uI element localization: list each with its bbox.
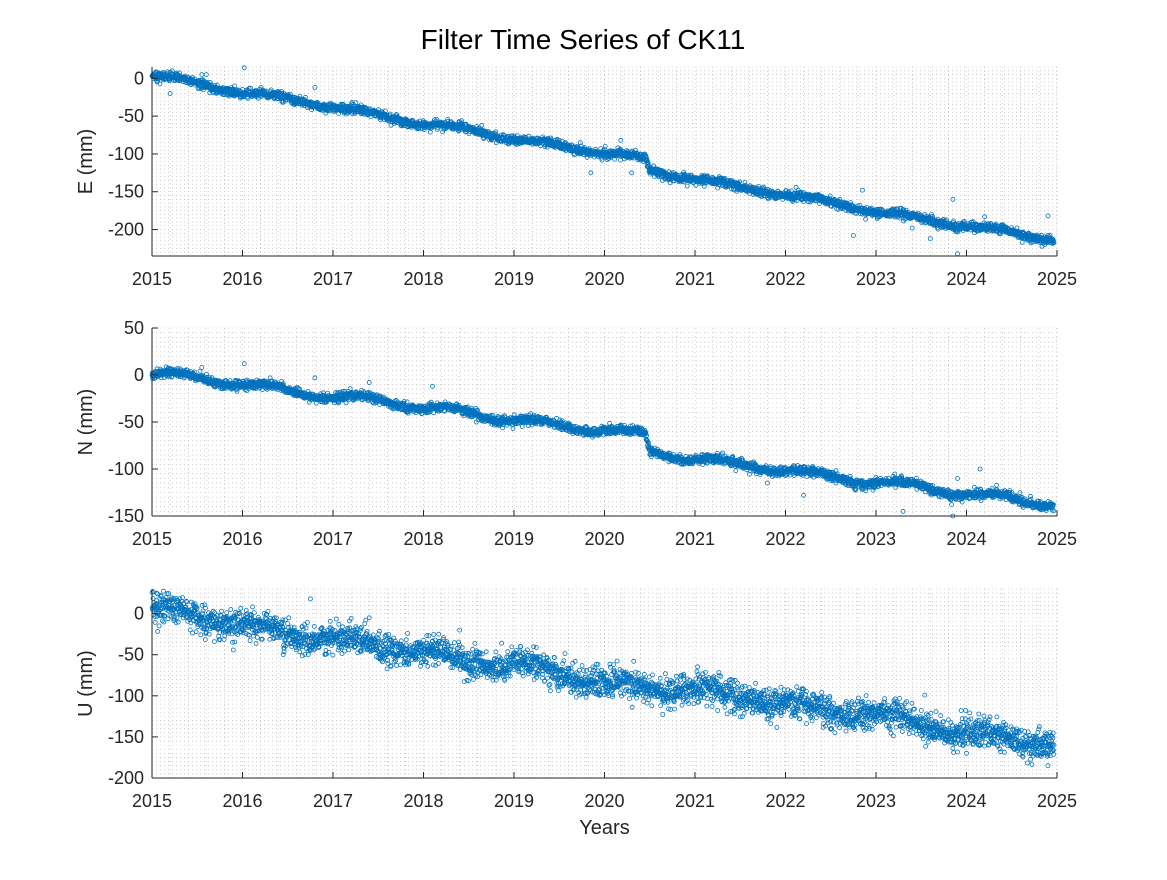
y-tick-label: -200 [108,220,144,240]
x-tick-label: 2018 [403,269,443,289]
y-tick-label: -100 [108,144,144,164]
x-tick-label: 2022 [765,269,805,289]
x-tick-label: 2017 [313,269,353,289]
x-tick-label: 2023 [856,269,896,289]
y-tick-label: -50 [118,106,144,126]
figure-title: Filter Time Series of CK11 [421,24,746,55]
x-tick-label: 2019 [494,269,534,289]
y-axis-label: E (mm) [75,129,97,195]
x-tick-label: 2024 [946,269,986,289]
y-tick-label: 0 [134,68,144,88]
x-tick-label: 2021 [675,269,715,289]
x-tick-label: 2016 [222,269,262,289]
x-tick-label: 2015 [132,269,172,289]
x-tick-label: 2020 [584,269,624,289]
subplot-1: 2015 2016 2017 2018 2019 2020 2021 2022 2023 2024… [75,66,1077,289]
y-tick-label: -150 [108,182,144,202]
x-tick-label: 2025 [1037,269,1077,289]
